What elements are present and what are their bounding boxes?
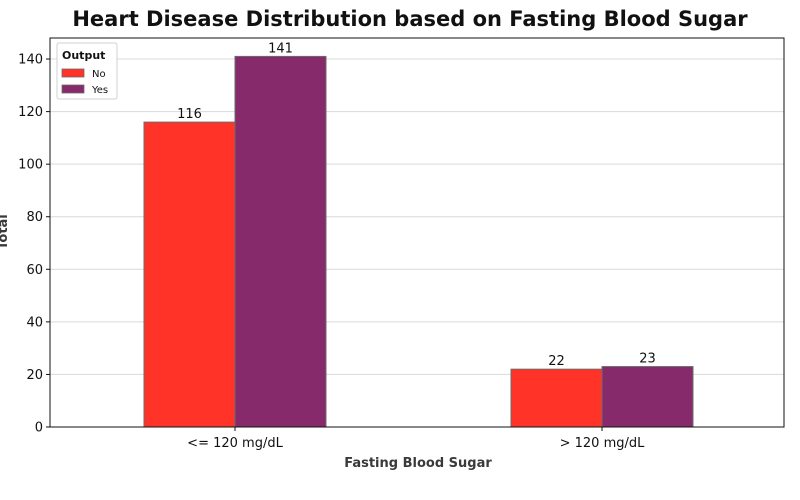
data-label: 23 <box>639 352 656 367</box>
y-tick-label: 20 <box>26 368 43 383</box>
bar-yes <box>234 55 327 428</box>
y-tick-label: 80 <box>26 210 43 225</box>
plot-frame <box>49 37 785 428</box>
bar-no <box>510 368 603 428</box>
y-tick-label: 60 <box>26 263 43 278</box>
legend-swatch-yes <box>61 84 85 94</box>
data-label: 22 <box>548 354 565 369</box>
legend-label: Yes <box>91 85 108 96</box>
legend-items: No Yes <box>61 68 108 96</box>
x-axis-label: Fasting Blood Sugar <box>344 456 492 471</box>
y-tick-label: 40 <box>26 315 43 330</box>
y-axis-label: Total <box>0 214 11 250</box>
y-axis-ticks: 0 20 40 60 80 100 120 140 <box>18 53 50 436</box>
y-tick-label: 120 <box>18 105 43 120</box>
x-axis-ticks: <= 120 mg/dL > 120 mg/dL <box>187 427 645 451</box>
legend-swatch-no <box>61 68 85 78</box>
x-tick-label: > 120 mg/dL <box>560 436 646 451</box>
chart-title: Heart Disease Distribution based on Fast… <box>72 7 748 31</box>
data-label: 141 <box>268 41 293 56</box>
legend-title: Output <box>62 49 105 62</box>
legend: Output No Yes <box>56 42 118 100</box>
bar-yes <box>601 366 694 428</box>
x-tick-label: <= 120 mg/dL <box>187 436 283 451</box>
y-tick-label: 140 <box>18 53 43 68</box>
y-tick-label: 0 <box>35 421 43 436</box>
bars <box>143 55 694 428</box>
bar-no <box>143 121 236 428</box>
legend-label: No <box>92 69 106 80</box>
y-tick-label: 100 <box>18 158 43 173</box>
bar-labels: 116 141 22 23 <box>177 41 656 369</box>
data-label: 116 <box>177 107 202 122</box>
